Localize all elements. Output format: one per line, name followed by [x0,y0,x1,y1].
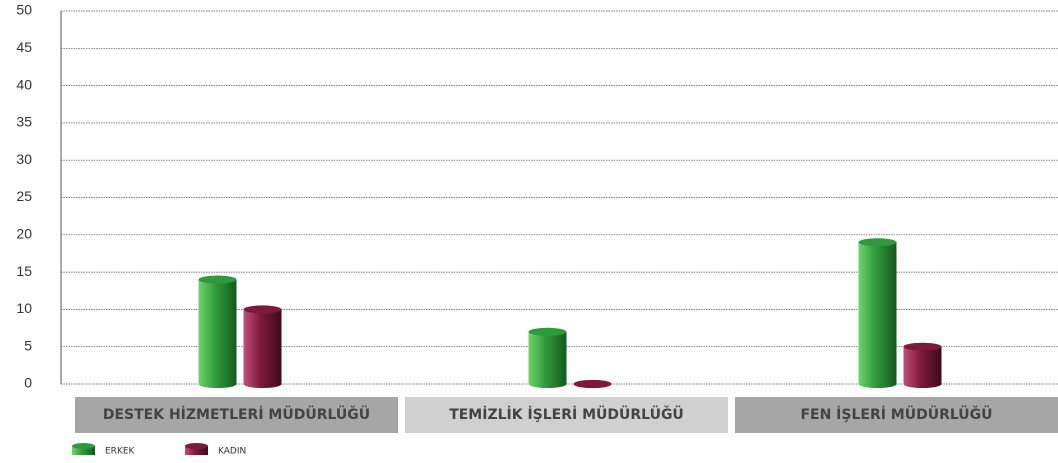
bar [243,309,282,384]
bar [903,346,942,384]
legend-swatch [72,446,95,455]
y-tick-label: 10 [16,300,32,316]
legend-swatch-top [72,443,95,449]
x-tick-label: DESTEK HİZMETLERİ MÜDÜRLÜĞÜ [103,405,370,423]
y-tick-label: 45 [16,39,32,55]
y-tick-label: 40 [16,76,32,92]
category-band [405,397,728,433]
y-tick-label: 50 [16,2,32,18]
category-band [75,397,398,433]
y-tick-label: 5 [24,337,32,353]
legend-label: ERKEK [105,447,136,457]
category-band [735,397,1058,433]
bar-top [243,305,282,314]
bar-top [903,342,942,351]
y-tick-label: 35 [16,114,32,130]
bar [528,331,567,384]
legend-swatch-top [185,443,208,449]
bar-top [858,238,897,247]
y-tick-label: 25 [16,188,32,204]
legend-swatch [185,446,208,455]
bar-top [528,327,567,336]
bar-top [198,275,237,284]
bar [198,279,237,384]
y-tick-label: 20 [16,226,32,242]
bar [858,242,897,384]
y-tick-label: 30 [16,151,32,167]
bar-top [573,380,612,388]
y-tick-label: 15 [16,263,32,279]
x-tick-label: TEMİZLİK İŞLERİ MÜDÜRLÜĞÜ [449,405,684,423]
x-tick-label: FEN İŞLERİ MÜDÜRLÜĞÜ [800,405,992,423]
y-tick-label: 0 [24,375,32,391]
legend-label: KADIN [218,447,246,457]
